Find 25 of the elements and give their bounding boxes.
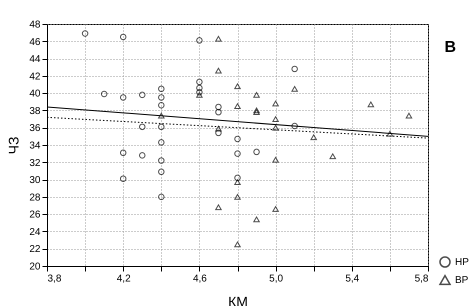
x-tick-label: 3,8	[48, 274, 62, 284]
y-tick-label: 28	[29, 192, 41, 204]
x-tick-label: 5,8	[414, 274, 429, 284]
y-tick-label: 38	[29, 106, 41, 117]
y-tick-label: 24	[29, 226, 41, 238]
y-axis-title: ЧЗ	[5, 136, 22, 154]
x-tick-label: 5,4	[345, 274, 360, 284]
y-tick-label: 22	[29, 244, 41, 256]
y-tick-label: 46	[29, 36, 41, 48]
x-tick-label: 4,2	[116, 274, 132, 284]
y-tick-label: 20	[29, 262, 41, 272]
y-tick-label: 34	[29, 140, 41, 152]
text: B	[444, 39, 456, 56]
x-tick-label: 4,6	[192, 274, 208, 284]
y-tick-label: 32	[29, 158, 41, 169]
y-tick-label: 44	[29, 54, 41, 66]
legend-label: BP	[455, 275, 469, 286]
y-tick-label: 40	[29, 88, 41, 100]
x-tick-label: 5,0	[269, 274, 284, 284]
legend-label: HP	[455, 257, 470, 268]
y-tick-label: 48	[29, 20, 41, 30]
y-tick-label: 42	[29, 71, 41, 82]
y-tick-label: 30	[29, 175, 41, 186]
y-tick-label: 36	[29, 123, 41, 134]
y-tick-label: 26	[29, 210, 41, 221]
